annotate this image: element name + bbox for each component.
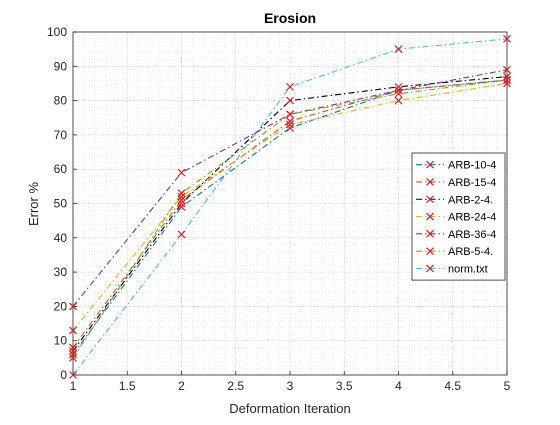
series-line — [72, 79, 508, 359]
data-point-marker — [286, 120, 294, 129]
y-tick-label: 90 — [54, 59, 68, 73]
legend: ARB-10-4 ARB-15-4 ARB-2-4. ARB-24-4 ARB-36-4… — [411, 152, 506, 281]
legend-item: ARB-5-4. — [416, 246, 493, 258]
y-tick-label: 0 — [60, 368, 67, 382]
legend-item: ARB-15-4 — [416, 177, 496, 189]
data-point-marker — [286, 117, 294, 126]
series-line — [72, 76, 508, 352]
data-point-marker — [69, 326, 77, 335]
series-7 — [69, 34, 511, 379]
series-line — [72, 79, 508, 355]
legend-marker — [426, 247, 434, 256]
data-point-marker — [394, 82, 403, 91]
data-point-marker — [69, 343, 77, 352]
data-point-marker — [394, 45, 403, 54]
data-point-marker — [503, 34, 511, 43]
x-tick-label: 5 — [504, 379, 511, 393]
data-point-marker — [177, 199, 186, 208]
data-point-marker — [503, 76, 511, 84]
legend-marker — [426, 178, 434, 186]
data-point-marker — [394, 89, 403, 98]
data-point-marker — [503, 65, 511, 74]
x-tick-label: 2.5 — [227, 379, 244, 393]
data-point-marker — [69, 353, 77, 362]
series-4 — [69, 79, 511, 335]
legend-marker — [426, 229, 434, 238]
legend-box — [411, 152, 506, 281]
legend-item: ARB-36-4 — [416, 229, 496, 241]
data-point-marker — [69, 302, 77, 311]
legend-label: ARB-15-4 — [448, 177, 496, 189]
x-tick-label: 3.5 — [336, 379, 353, 393]
legend-item: ARB-2-4. — [416, 194, 493, 206]
series-3 — [69, 72, 511, 355]
y-tick-label: 60 — [54, 162, 68, 176]
legend-marker — [426, 160, 434, 169]
legend-label: ARB-5-4. — [448, 246, 493, 258]
x-tick-label: 4.5 — [444, 379, 461, 393]
data-point-marker — [69, 371, 77, 379]
legend-item: ARB-10-4 — [416, 160, 496, 172]
legend-label: norm.txt — [448, 263, 488, 275]
legend-label: ARB-10-4 — [448, 160, 496, 172]
data-point-marker — [394, 96, 403, 105]
data-point-marker — [69, 350, 77, 359]
legend-item: norm.txt — [416, 263, 488, 275]
x-tick-label: 3 — [287, 379, 294, 393]
data-point-marker — [503, 72, 511, 81]
x-tick-label: 2 — [178, 379, 185, 393]
legend-label: ARB-24-4 — [448, 212, 496, 224]
legend-marker — [426, 264, 434, 273]
data-point-marker — [394, 86, 403, 95]
legend-marker — [426, 195, 434, 204]
series-line — [72, 79, 508, 348]
y-tick-label: 20 — [54, 299, 68, 313]
y-tick-label: 50 — [54, 197, 68, 211]
y-tick-label: 80 — [54, 94, 68, 108]
x-tick-label: 1 — [70, 379, 77, 393]
legend-item: ARB-24-4 — [416, 212, 496, 224]
x-tick-label: 4 — [395, 379, 402, 393]
y-tick-label: 10 — [54, 334, 68, 348]
data-point-marker — [286, 110, 294, 119]
legend-label: ARB-36-4 — [448, 229, 496, 241]
data-point-marker — [177, 203, 186, 211]
data-point-marker — [177, 168, 186, 177]
y-tick-label: 70 — [54, 128, 68, 142]
series-6 — [69, 76, 511, 362]
data-point-marker — [503, 79, 511, 88]
data-point-marker — [177, 230, 186, 239]
y-tick-label: 100 — [47, 25, 67, 39]
data-point-marker — [177, 189, 186, 198]
chart-title: Erosion — [264, 10, 316, 26]
y-axis-label: Error % — [26, 182, 41, 227]
y-tick-label: 40 — [54, 231, 68, 245]
x-tick-label: 1.5 — [119, 379, 136, 393]
data-point-marker — [177, 192, 186, 201]
x-axis-label: Deformation Iteration — [229, 401, 350, 416]
data-point-marker — [286, 96, 294, 105]
legend-marker — [426, 212, 434, 221]
data-point-marker — [286, 82, 294, 91]
legend-label: ARB-2-4. — [448, 194, 493, 206]
y-tick-label: 30 — [54, 265, 68, 279]
